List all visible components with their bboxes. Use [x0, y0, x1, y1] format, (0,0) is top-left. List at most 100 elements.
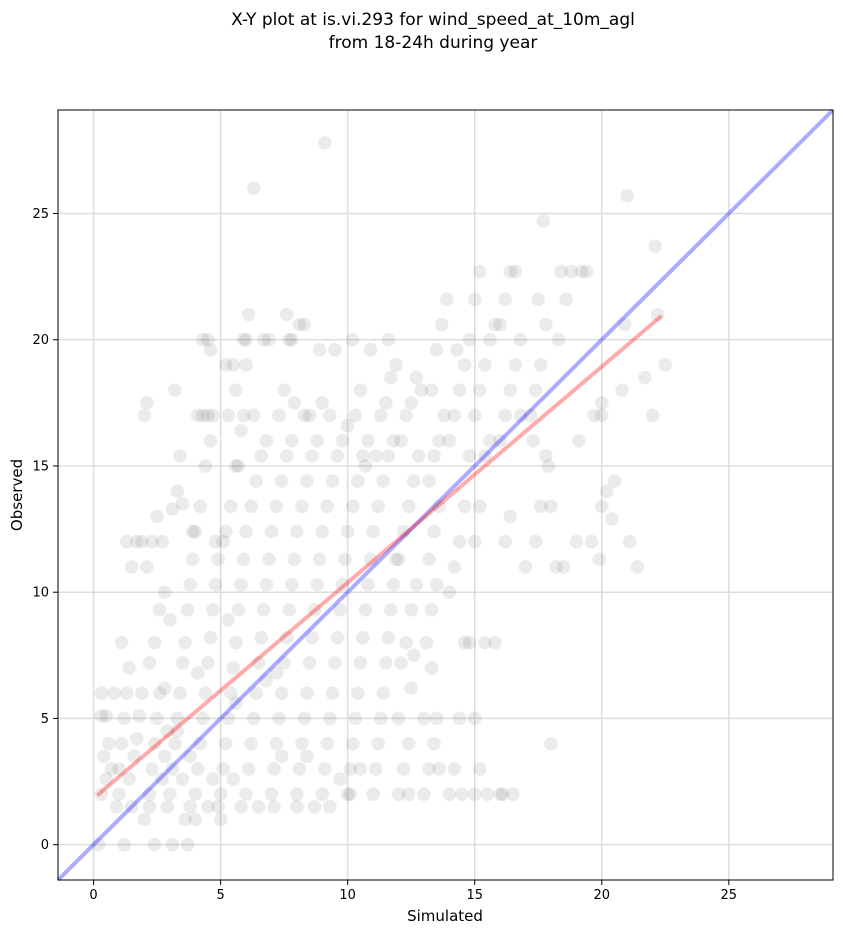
scatter-point — [333, 772, 347, 786]
scatter-point — [188, 524, 203, 539]
scatter-point — [325, 686, 340, 700]
scatter-point — [112, 762, 126, 776]
scatter-point — [386, 577, 401, 592]
scatter-point — [307, 799, 322, 814]
scatter-point — [389, 358, 403, 372]
scatter-point — [493, 317, 507, 332]
scatter-point — [284, 332, 299, 347]
scatter-point — [333, 603, 347, 617]
scatter-point — [381, 630, 396, 645]
scatter-point — [104, 762, 119, 776]
scatter-point — [343, 762, 358, 776]
scatter-point — [185, 552, 200, 567]
scatter-point — [503, 383, 518, 398]
scatter-point — [523, 408, 538, 423]
chart-title-line-1: X-Y plot at is.vi.293 for wind_speed_at_… — [231, 10, 635, 30]
scatter-point — [269, 736, 284, 751]
scatter-point — [112, 787, 126, 801]
scatter-point — [140, 396, 154, 410]
scatter-point — [457, 499, 472, 514]
scatter-point — [391, 552, 406, 567]
scatter-point — [533, 358, 548, 372]
scatter-point — [368, 449, 383, 463]
scatter-point — [328, 656, 342, 670]
scatter-point — [564, 264, 579, 279]
y-tick-label: 0 — [41, 838, 49, 853]
scatter-point — [312, 552, 327, 567]
scatter-point — [498, 534, 513, 549]
scatter-point — [351, 686, 365, 700]
scatter-point — [264, 787, 279, 801]
scatter-point — [638, 370, 652, 385]
scatter-point — [236, 552, 251, 567]
scatter-point — [216, 762, 230, 776]
scatter-point — [170, 711, 185, 726]
scatter-point — [277, 656, 291, 670]
scatter-point — [437, 408, 452, 423]
scatter-point — [315, 524, 330, 539]
scatter-point — [399, 408, 413, 423]
scatter-point — [102, 736, 116, 751]
scatter-point — [259, 433, 274, 448]
scatter-point — [272, 711, 286, 726]
scatter-point — [152, 686, 167, 700]
scatter-point — [221, 408, 236, 423]
chart-title-line-2: from 18-24h during year — [329, 33, 538, 53]
scatter-point — [135, 534, 149, 549]
identity-line — [56, 108, 835, 882]
y-tick-label: 25 — [32, 207, 49, 222]
scatter-point — [539, 317, 553, 332]
scatter-point — [404, 681, 418, 695]
scatter-point — [267, 762, 281, 776]
scatter-point — [356, 449, 370, 463]
scatter-point — [94, 787, 108, 801]
scatter-point — [272, 408, 286, 423]
scatter-point — [254, 449, 269, 463]
x-tick-label: 20 — [593, 888, 610, 903]
scatter-point — [503, 509, 518, 524]
scatter-point — [320, 499, 335, 514]
scatter-point — [384, 603, 398, 617]
scatter-point — [183, 799, 197, 814]
scatter-point — [114, 635, 129, 650]
x-tick-label: 10 — [339, 888, 356, 903]
scatter-point — [544, 736, 558, 751]
scatter-point — [290, 787, 304, 801]
scatter-point — [163, 787, 177, 801]
scatter-point — [175, 497, 190, 511]
scatter-point — [429, 577, 444, 592]
scatter-point — [262, 332, 276, 347]
scatter-point — [424, 661, 439, 675]
scatter-point — [284, 433, 299, 448]
scatter-point — [282, 603, 297, 617]
scatter-point — [279, 307, 294, 322]
scatter-point — [394, 433, 408, 448]
scatter-point — [424, 603, 439, 617]
scatter-point — [447, 408, 462, 423]
scatter-point — [259, 673, 274, 688]
scatter-point — [544, 499, 558, 514]
scatter-point — [399, 635, 413, 650]
scatter-point — [124, 560, 139, 574]
scatter-point — [229, 459, 243, 473]
scatter-point — [122, 772, 136, 786]
scatter-point — [356, 630, 370, 645]
scatter-point — [389, 552, 403, 567]
scatter-point — [279, 449, 294, 463]
scatter-point — [338, 552, 352, 567]
y-tick-label: 5 — [41, 712, 49, 727]
scatter-point — [201, 408, 215, 423]
scatter-point — [450, 343, 464, 357]
scatter-point — [99, 772, 114, 786]
scatter-point — [244, 499, 258, 514]
scatter-point — [117, 711, 131, 726]
scatter-point — [290, 799, 304, 814]
scatter-point — [488, 635, 502, 650]
scatter-point — [478, 358, 492, 372]
scatter-point — [124, 799, 139, 814]
scatter-point — [427, 736, 441, 751]
scatter-point — [211, 552, 225, 567]
scatter-point — [432, 762, 446, 776]
scatter-point — [206, 772, 220, 786]
scatter-point — [368, 762, 383, 776]
